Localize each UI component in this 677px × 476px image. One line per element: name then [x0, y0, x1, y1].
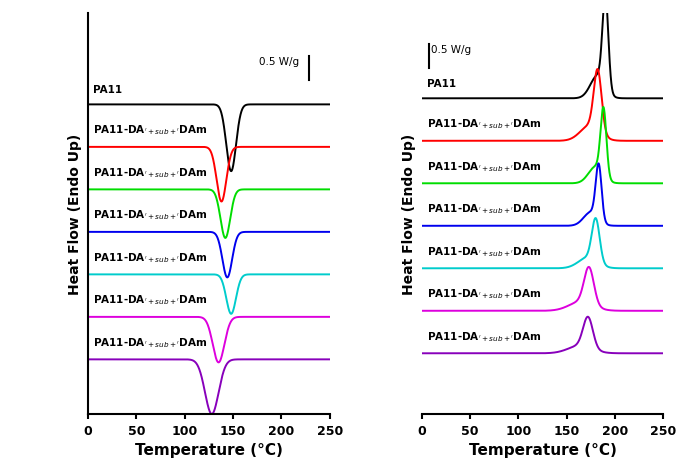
Text: PA11-DA$_{' + sub + '}$DAm: PA11-DA$_{' + sub + '}$DAm: [427, 244, 541, 258]
Y-axis label: Heat Flow (Endo Up): Heat Flow (Endo Up): [402, 134, 416, 295]
Text: PA11-DA$_{' + sub + '}$DAm: PA11-DA$_{' + sub + '}$DAm: [93, 208, 207, 222]
X-axis label: Temperature (°C): Temperature (°C): [468, 442, 617, 457]
Text: PA11: PA11: [427, 79, 456, 89]
X-axis label: Temperature (°C): Temperature (°C): [135, 442, 283, 457]
Y-axis label: Heat Flow (Endo Up): Heat Flow (Endo Up): [68, 134, 83, 295]
Text: PA11-DA$_{' + sub + '}$DAm: PA11-DA$_{' + sub + '}$DAm: [93, 123, 207, 137]
Text: 0.5 W/g: 0.5 W/g: [259, 57, 299, 67]
Text: PA11: PA11: [93, 85, 122, 95]
Text: PA11-DA$_{' + sub + '}$DAm: PA11-DA$_{' + sub + '}$DAm: [427, 329, 541, 343]
Text: PA11-DA$_{' + sub + '}$DAm: PA11-DA$_{' + sub + '}$DAm: [93, 335, 207, 349]
Text: PA11-DA$_{' + sub + '}$DAm: PA11-DA$_{' + sub + '}$DAm: [93, 166, 207, 179]
Text: PA11-DA$_{' + sub + '}$DAm: PA11-DA$_{' + sub + '}$DAm: [427, 117, 541, 131]
Text: PA11-DA$_{' + sub + '}$DAm: PA11-DA$_{' + sub + '}$DAm: [93, 293, 207, 307]
Text: PA11-DA$_{' + sub + '}$DAm: PA11-DA$_{' + sub + '}$DAm: [427, 287, 541, 300]
Text: PA11-DA$_{' + sub + '}$DAm: PA11-DA$_{' + sub + '}$DAm: [93, 250, 207, 264]
Text: 0.5 W/g: 0.5 W/g: [431, 45, 471, 55]
Text: PA11-DA$_{' + sub + '}$DAm: PA11-DA$_{' + sub + '}$DAm: [427, 202, 541, 216]
Text: PA11-DA$_{' + sub + '}$DAm: PA11-DA$_{' + sub + '}$DAm: [427, 159, 541, 173]
